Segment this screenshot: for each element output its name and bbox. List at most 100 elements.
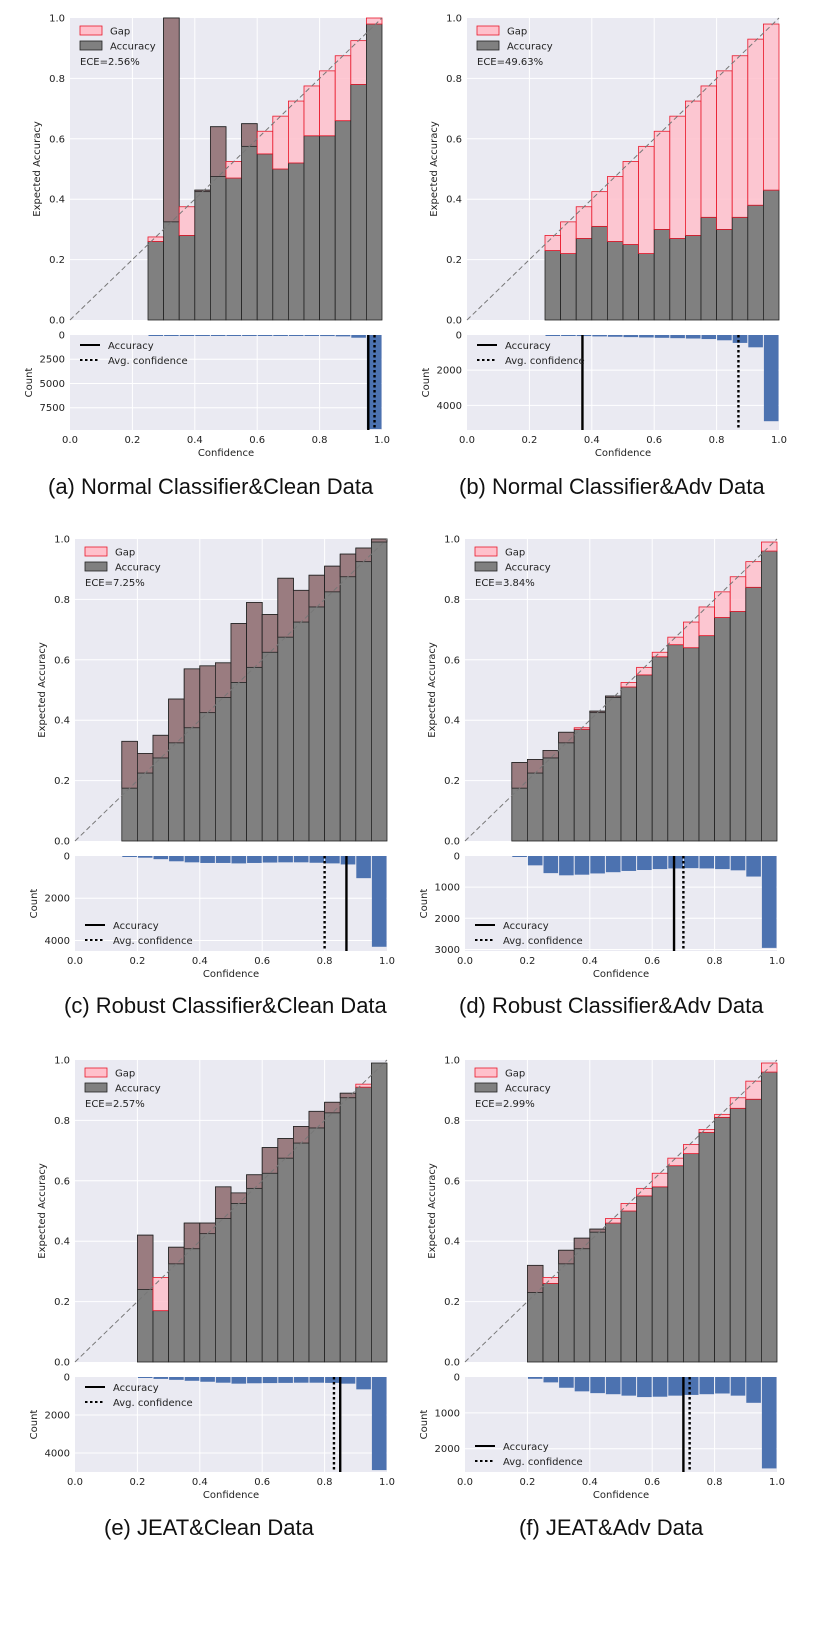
count-bar bbox=[543, 856, 559, 874]
count-ylabel: Count bbox=[29, 889, 40, 919]
gap-bar bbox=[731, 55, 749, 218]
legend-accuracy-label: Accuracy bbox=[115, 563, 161, 574]
accuracy-bar bbox=[365, 23, 383, 321]
calibration-panel-f: 0.0 0.2 0.4 0.6 0.8 1.0 Expected Accuracy Gap Ac… bbox=[419, 1056, 785, 1502]
count-bar bbox=[293, 856, 309, 863]
ece-label: ECE=49.63% bbox=[477, 57, 543, 68]
ece-label: ECE=2.99% bbox=[475, 1099, 535, 1110]
gap-bar bbox=[225, 161, 243, 179]
top-ytick-label: 0.0 bbox=[49, 316, 65, 327]
accuracy-bar bbox=[714, 617, 731, 842]
accuracy-bar bbox=[698, 1132, 716, 1363]
gap-bar bbox=[760, 541, 778, 552]
hist-legend-conf-label: Avg. confidence bbox=[503, 1457, 583, 1468]
count-bar bbox=[179, 335, 195, 336]
accuracy-bar bbox=[355, 1086, 372, 1363]
gap-bar bbox=[287, 100, 305, 164]
panel-caption: (f) JEAT&Adv Data bbox=[519, 1515, 704, 1540]
legend-accuracy-swatch bbox=[476, 40, 500, 51]
gap-bar bbox=[544, 235, 562, 251]
count-bar bbox=[153, 1377, 169, 1379]
count-bar bbox=[732, 335, 748, 343]
accuracy-bar bbox=[700, 216, 718, 321]
calibration-panel-c: 0.0 0.2 0.4 0.6 0.8 1.0 Expected Accuracy Gap Ac… bbox=[29, 535, 395, 981]
gap-bar bbox=[152, 1277, 170, 1312]
gap-bar bbox=[214, 662, 232, 698]
accuracy-bar bbox=[542, 749, 560, 842]
count-bar bbox=[699, 1377, 715, 1395]
gap-bar bbox=[714, 1113, 731, 1118]
xtick-label: 0.2 bbox=[519, 1477, 535, 1488]
top-ytick-label: 0.4 bbox=[444, 1237, 460, 1248]
count-ylabel: Count bbox=[421, 368, 432, 398]
count-bar bbox=[748, 335, 763, 348]
xtick-label: 0.4 bbox=[582, 1477, 598, 1488]
count-ytick-label: 4000 bbox=[437, 401, 462, 412]
legend-accuracy-swatch bbox=[84, 1082, 108, 1093]
legend-accuracy-swatch bbox=[474, 1082, 498, 1093]
gap-bar bbox=[183, 668, 201, 729]
count-ytick-label: 5000 bbox=[40, 379, 65, 390]
accuracy-bar bbox=[339, 553, 357, 842]
gap-bar bbox=[716, 70, 733, 230]
legend-gap-swatch bbox=[476, 25, 500, 36]
top-ytick-label: 0.6 bbox=[54, 1176, 70, 1187]
gap-bar bbox=[636, 666, 653, 676]
count-bar bbox=[257, 335, 273, 336]
gap-bar bbox=[606, 176, 624, 242]
count-bar bbox=[309, 1377, 325, 1383]
count-ytick-label: 2000 bbox=[435, 1444, 460, 1455]
calibration-panel-d: 0.0 0.2 0.4 0.6 0.8 1.0 Expected Accuracy Gap Ac… bbox=[419, 535, 785, 981]
perfect-calibration-diagonal bbox=[69, 17, 383, 321]
count-bar bbox=[169, 856, 184, 862]
gap-bar bbox=[168, 698, 185, 744]
count-bar bbox=[652, 856, 668, 870]
gap-bar bbox=[199, 665, 216, 714]
xtick-label: 0.8 bbox=[312, 435, 328, 446]
gap-bar bbox=[745, 561, 762, 588]
gap-bar bbox=[355, 547, 372, 563]
count-ytick-label: 3000 bbox=[435, 945, 460, 956]
count-bar bbox=[247, 1377, 262, 1384]
gap-bar bbox=[152, 734, 170, 759]
panel-caption: (b) Normal Classifier&Adv Data bbox=[459, 474, 765, 499]
gap-bar bbox=[684, 100, 702, 236]
xtick-label: 0.6 bbox=[644, 956, 660, 967]
xtick-label: 0.6 bbox=[249, 435, 265, 446]
top-ytick-label: 0.8 bbox=[54, 1116, 70, 1127]
top-ytick-label: 0.8 bbox=[49, 74, 65, 85]
count-bar bbox=[215, 1377, 231, 1383]
gap-bar bbox=[163, 17, 180, 223]
hist-legend-accuracy-label: Accuracy bbox=[503, 921, 549, 932]
accuracy-bar bbox=[575, 238, 593, 321]
gap-bar bbox=[136, 1234, 154, 1290]
accuracy-bar bbox=[651, 1186, 669, 1363]
count-bar bbox=[637, 856, 652, 871]
top-ytick-label: 0.4 bbox=[54, 1237, 70, 1248]
panel-caption: (e) JEAT&Clean Data bbox=[104, 1515, 314, 1540]
top-ytick-label: 0.2 bbox=[444, 1297, 460, 1308]
count-ytick-label: 1000 bbox=[435, 1408, 460, 1419]
xtick-label: 0.6 bbox=[644, 1477, 660, 1488]
histogram-plot-area bbox=[467, 335, 779, 430]
top-ytick-label: 1.0 bbox=[54, 1056, 70, 1067]
accuracy-bar bbox=[256, 153, 274, 321]
xtick-label: 1.0 bbox=[379, 1477, 395, 1488]
xtick-label: 0.0 bbox=[67, 1477, 83, 1488]
legend-gap-label: Gap bbox=[115, 1069, 135, 1080]
gap-bar bbox=[370, 538, 388, 543]
xtick-label: 1.0 bbox=[771, 435, 787, 446]
gap-bar bbox=[542, 1277, 560, 1284]
xtick-label: 0.4 bbox=[192, 956, 208, 967]
top-ytick-label: 0.2 bbox=[444, 776, 460, 787]
accuracy-bar bbox=[558, 731, 575, 842]
accuracy-bar bbox=[591, 225, 608, 321]
gap-bar bbox=[246, 602, 263, 668]
count-bar bbox=[351, 335, 366, 338]
count-bar bbox=[293, 1377, 309, 1383]
gap-bar bbox=[339, 553, 357, 578]
perfect-calibration-diagonal bbox=[466, 17, 780, 321]
count-bar bbox=[637, 1377, 652, 1398]
legend-gap-label: Gap bbox=[505, 548, 525, 559]
xtick-label: 0.0 bbox=[457, 956, 473, 967]
